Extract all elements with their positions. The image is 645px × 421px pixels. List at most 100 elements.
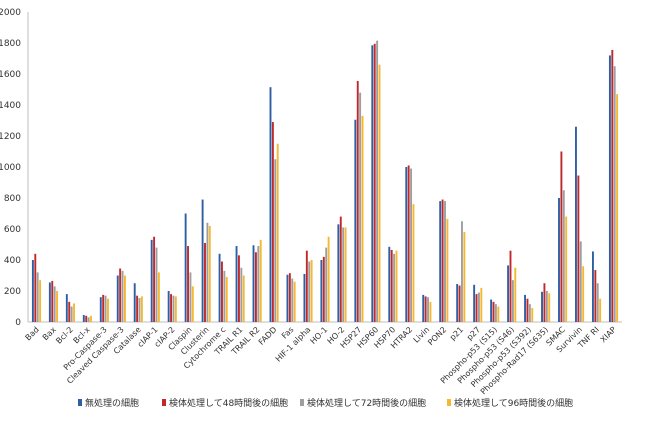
bar-1 <box>48 282 51 322</box>
bar-3 <box>579 241 582 322</box>
bar-1 <box>184 213 187 322</box>
bar-4 <box>514 267 517 322</box>
bar-2 <box>526 298 529 322</box>
bar-3 <box>477 292 480 322</box>
bar-3 <box>206 222 209 322</box>
bar-4 <box>361 115 364 322</box>
y-tick-label: 800 <box>4 194 21 204</box>
bar-3 <box>393 253 396 322</box>
bar-3 <box>257 246 260 322</box>
bar-1 <box>320 260 323 322</box>
bar-4 <box>412 204 415 322</box>
bar-1 <box>558 198 560 322</box>
bar-1 <box>405 167 408 322</box>
bar-3 <box>613 66 616 322</box>
bar-2 <box>271 122 274 322</box>
bar-1 <box>218 253 221 322</box>
bar-2 <box>68 301 71 322</box>
bar-3 <box>545 291 548 322</box>
bar-4 <box>480 287 483 322</box>
bar-3 <box>189 272 192 322</box>
bar-1 <box>65 294 68 322</box>
bar-4 <box>225 277 228 322</box>
bar-1 <box>303 273 306 322</box>
bar-2 <box>373 43 376 322</box>
bar-3 <box>70 306 73 322</box>
bar-4 <box>616 94 619 323</box>
bar-3 <box>308 261 311 322</box>
bar-3 <box>53 286 56 322</box>
bar-2 <box>288 273 291 322</box>
bar-1 <box>150 239 153 322</box>
bar-4 <box>259 239 262 322</box>
bar-2 <box>170 294 173 322</box>
bar-4 <box>276 143 279 322</box>
bar-3 <box>444 201 446 322</box>
bar-4 <box>582 266 585 322</box>
x-tick-label: HO-1 <box>309 325 330 346</box>
bar-1 <box>31 260 34 322</box>
bar-2 <box>119 268 122 322</box>
bar-2 <box>611 49 614 322</box>
y-tick-label: 1800 <box>0 39 21 49</box>
y-tick-label: 400 <box>4 256 21 266</box>
bar-4 <box>310 260 313 322</box>
bar-4 <box>107 298 109 322</box>
bar-3 <box>410 168 413 322</box>
bar-3 <box>223 270 226 322</box>
bar-1 <box>133 283 136 322</box>
bar-3 <box>291 278 294 322</box>
bar-1 <box>456 284 459 322</box>
bar-2 <box>51 280 54 322</box>
bar-4 <box>344 227 347 322</box>
bar-2 <box>85 315 88 322</box>
x-tick-label: Bad <box>24 325 41 342</box>
bar-4 <box>497 306 500 322</box>
bar-1 <box>337 224 340 322</box>
bar-3 <box>172 295 175 322</box>
bar-3 <box>325 247 328 322</box>
bar-2 <box>237 255 240 322</box>
bar-3 <box>138 297 141 322</box>
bar-4 <box>157 272 160 322</box>
bar-2 <box>458 285 461 322</box>
legend-label: 検体処理して96時間後の細胞 <box>454 397 573 409</box>
y-tick-label: 1600 <box>0 70 21 80</box>
bar-1 <box>575 126 577 322</box>
bar-1 <box>591 251 594 322</box>
bar-4 <box>73 303 75 322</box>
bar-4 <box>174 296 177 322</box>
bar-1 <box>388 246 391 322</box>
x-tick-label: FADD <box>257 325 279 347</box>
bar-3 <box>104 295 107 322</box>
legend-label: 検体処理して72時間後の細胞 <box>307 397 426 409</box>
bar-4 <box>39 280 42 322</box>
bar-2 <box>187 246 189 322</box>
bar-4 <box>395 250 398 322</box>
bar-1 <box>524 294 527 323</box>
bar-2 <box>339 216 342 322</box>
y-tick-label: 1000 <box>0 163 21 173</box>
bar-2 <box>34 253 37 322</box>
bar-4 <box>208 225 211 322</box>
bar-4 <box>565 216 568 322</box>
bar-1 <box>201 199 204 322</box>
bar-2 <box>102 294 105 323</box>
bar-3 <box>342 227 345 322</box>
bar-2 <box>492 301 495 322</box>
bar-2 <box>204 242 206 322</box>
bar-3 <box>359 92 362 322</box>
bar-4 <box>327 236 330 322</box>
bar-3 <box>528 304 531 322</box>
bar-4 <box>293 281 296 322</box>
bar-2 <box>577 175 580 322</box>
bar-1 <box>422 294 425 323</box>
bar-4 <box>191 286 194 322</box>
bar-3 <box>376 40 379 323</box>
bar-4 <box>548 293 551 322</box>
bar-3 <box>155 247 158 322</box>
bar-4 <box>56 291 59 322</box>
bar-2 <box>509 250 512 322</box>
bar-2 <box>475 294 478 322</box>
bar-4 <box>140 296 143 322</box>
